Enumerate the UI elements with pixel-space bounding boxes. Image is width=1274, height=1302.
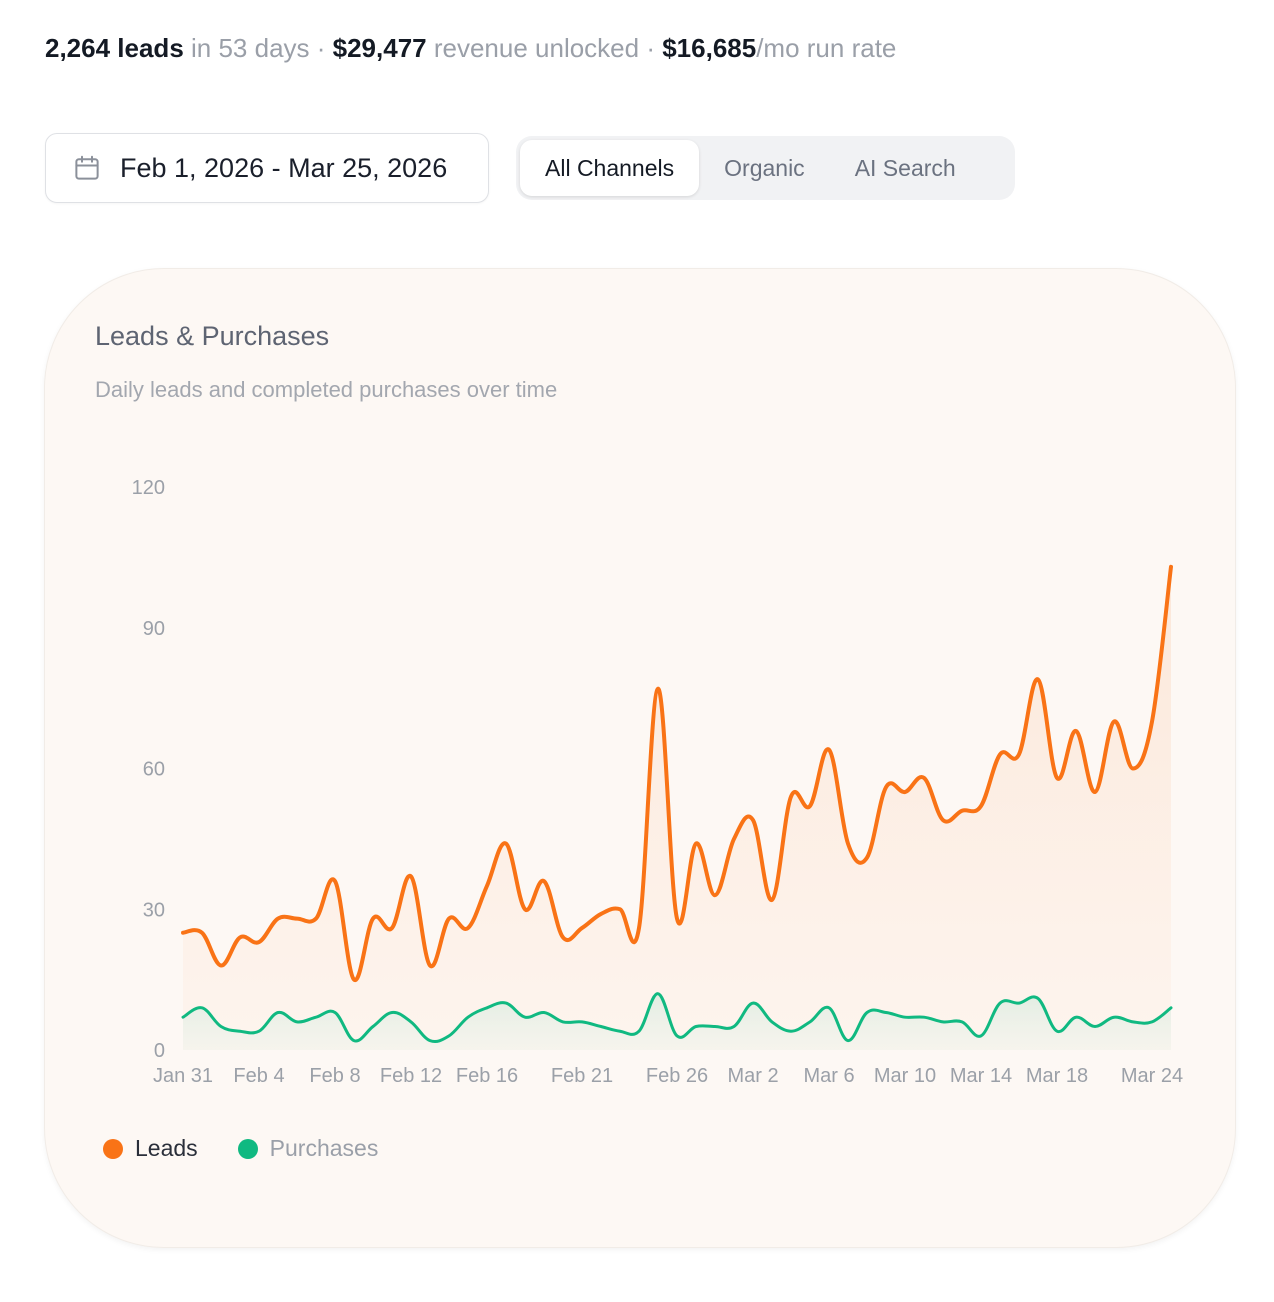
revenue-suffix: revenue unlocked · [426, 33, 663, 63]
run-rate-suffix: /mo run rate [756, 33, 897, 63]
x-tick-label: Mar 14 [950, 1065, 1012, 1087]
chart-card: Leads & Purchases Daily leads and comple… [44, 268, 1236, 1248]
chart-legend: Leads Purchases [103, 1135, 378, 1162]
leads-purchases-chart: 0 30 60 90 120 Jan 31 Feb 4 Feb 8 Feb 12 Feb 16 F… [132, 477, 1184, 1087]
x-tick-label: Feb 16 [456, 1065, 518, 1087]
chart-title: Leads & Purchases [95, 321, 330, 351]
date-range-text: Feb 1, 2026 - Mar 25, 2026 [120, 152, 448, 183]
legend-item-leads[interactable]: Leads [103, 1135, 198, 1162]
leads-count: 2,264 leads [45, 33, 184, 63]
y-tick-label: 30 [143, 899, 165, 921]
y-tick-label: 0 [154, 1040, 165, 1062]
legend-item-purchases[interactable]: Purchases [237, 1135, 379, 1162]
leads-suffix: in 53 days · [183, 33, 333, 63]
x-tick-label: Feb 26 [646, 1065, 708, 1087]
y-tick-label: 120 [132, 477, 165, 499]
date-range-picker[interactable]: Feb 1, 2026 - Mar 25, 2026 [45, 133, 489, 203]
summary-line: 2,264 leads in 53 days · $29,477 revenue… [45, 30, 896, 66]
chart-subtitle: Daily leads and completed purchases over… [95, 377, 558, 402]
x-tick-label: Mar 18 [1026, 1065, 1088, 1087]
purchases-area [183, 993, 1171, 1050]
y-tick-label: 60 [143, 759, 165, 781]
x-tick-label: Mar 2 [727, 1065, 778, 1087]
x-tick-label: Feb 8 [309, 1065, 360, 1087]
leads-series-line [181, 564, 1173, 982]
legend-label-purchases: Purchases [269, 1135, 379, 1161]
leads-area [183, 566, 1171, 1050]
revenue-value: $29,477 [332, 33, 427, 63]
channel-selector: All Channels Organic AI Search [516, 136, 1015, 200]
tab-organic[interactable]: Organic [724, 154, 805, 181]
x-tick-label: Feb 4 [233, 1065, 284, 1087]
x-tick-label: Jan 31 [153, 1065, 213, 1087]
legend-dot-leads [103, 1138, 123, 1159]
calendar-icon [75, 155, 99, 180]
legend-label-leads: Leads [135, 1135, 198, 1161]
x-tick-label: Mar 24 [1121, 1065, 1183, 1087]
x-tick-label: Feb 21 [551, 1065, 613, 1087]
y-tick-label: 90 [143, 618, 165, 640]
x-tick-label: Mar 10 [874, 1065, 936, 1087]
tab-all-channels[interactable]: All Channels [520, 140, 700, 196]
legend-dot-purchases [237, 1138, 258, 1159]
run-rate-value: $16,685 [662, 33, 757, 63]
purchases-series-line [181, 992, 1173, 1044]
x-tick-label: Mar 6 [803, 1065, 854, 1087]
x-tick-label: Feb 12 [380, 1065, 442, 1087]
tab-ai-search[interactable]: AI Search [854, 154, 956, 181]
